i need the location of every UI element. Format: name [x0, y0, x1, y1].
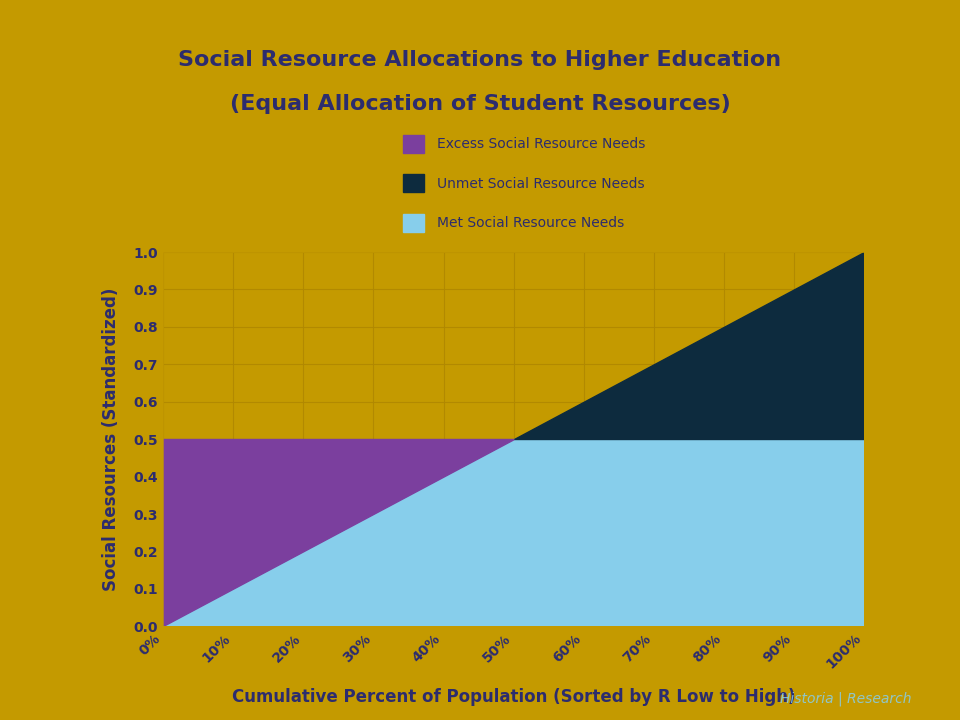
Polygon shape [163, 439, 864, 626]
Y-axis label: Social Resources (Standardized): Social Resources (Standardized) [102, 287, 120, 591]
Text: Excess Social Resource Needs: Excess Social Resource Needs [437, 137, 645, 151]
Text: Social Resource Allocations to Higher Education: Social Resource Allocations to Higher Ed… [179, 50, 781, 71]
Polygon shape [163, 439, 514, 626]
Text: (Equal Allocation of Student Resources): (Equal Allocation of Student Resources) [229, 94, 731, 114]
Text: Unmet Social Resource Needs: Unmet Social Resource Needs [437, 176, 644, 191]
Text: Historia | Research: Historia | Research [780, 691, 912, 706]
Polygon shape [514, 252, 864, 439]
Text: Met Social Resource Needs: Met Social Resource Needs [437, 216, 624, 230]
X-axis label: Cumulative Percent of Population (Sorted by R Low to High): Cumulative Percent of Population (Sorted… [232, 688, 795, 706]
